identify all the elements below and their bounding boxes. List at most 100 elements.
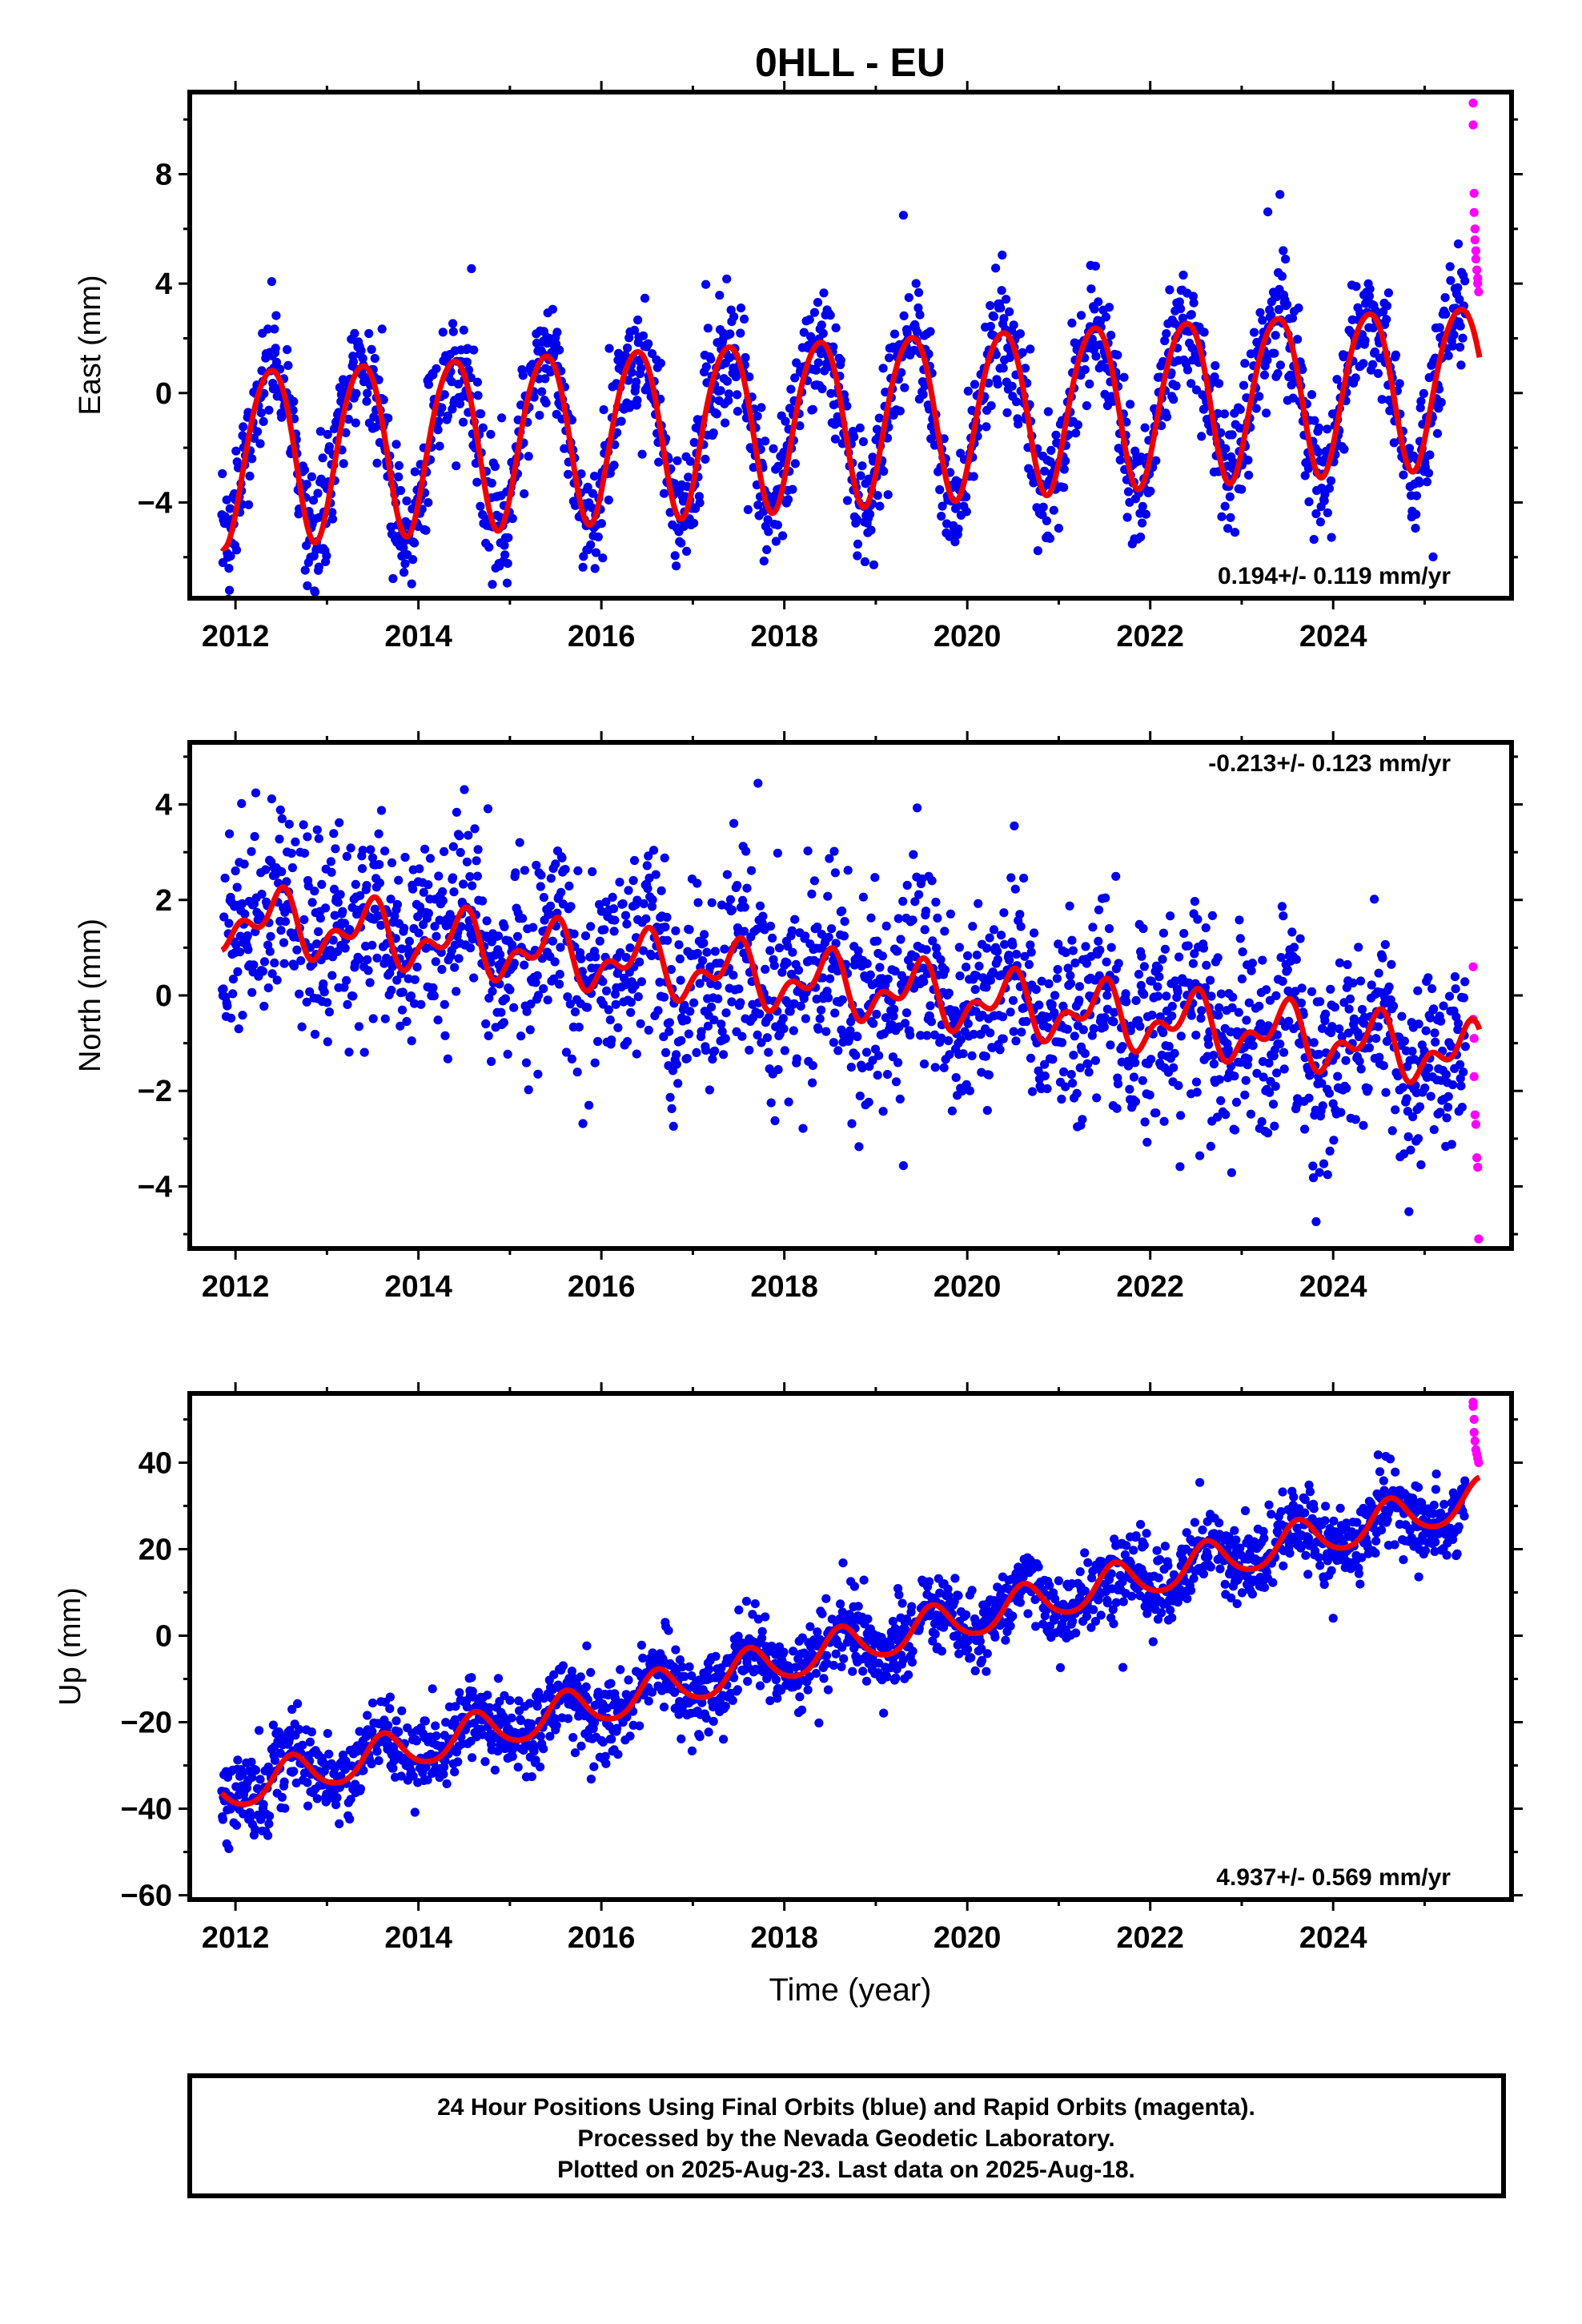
east-final-point — [709, 428, 718, 438]
north-final-point — [237, 798, 247, 809]
north-final-point — [1146, 1055, 1156, 1064]
east-final-point — [455, 399, 465, 408]
north-final-point — [628, 875, 638, 886]
north-final-point — [1072, 1088, 1082, 1098]
north-final-point — [219, 984, 228, 994]
east-final-point — [799, 328, 809, 337]
north-final-point — [532, 971, 542, 980]
east-final-point — [1351, 373, 1360, 383]
east-final-point — [302, 480, 311, 489]
east-final-point — [726, 305, 736, 315]
north-final-point — [438, 887, 448, 897]
east-x-tick-label: 2018 — [750, 620, 818, 653]
up-final-point — [635, 1721, 644, 1731]
north-final-point — [404, 936, 414, 946]
up-final-point — [514, 1696, 524, 1706]
north-final-point — [1279, 1047, 1289, 1057]
north-final-point — [1070, 958, 1080, 968]
north-final-point — [317, 879, 327, 889]
north-final-point — [584, 1100, 594, 1110]
north-final-point — [335, 818, 344, 827]
north-final-point — [1017, 1027, 1026, 1037]
east-final-point — [593, 532, 603, 542]
north-final-point — [354, 1022, 363, 1031]
east-final-point — [1215, 379, 1224, 388]
east-final-point — [1186, 379, 1196, 388]
north-final-point — [845, 1026, 855, 1035]
north-final-point — [661, 1047, 671, 1057]
north-final-point — [682, 1054, 692, 1063]
north-final-point — [1026, 947, 1036, 957]
north-final-point — [1355, 1056, 1364, 1066]
east-final-point — [627, 368, 636, 377]
north-final-point — [1259, 1072, 1268, 1082]
east-final-point — [764, 527, 773, 537]
north-final-point — [1173, 987, 1182, 996]
east-rate-label: 0.194+/- 0.119 mm/yr — [1218, 563, 1451, 589]
east-final-point — [1186, 310, 1196, 320]
up-final-point — [527, 1772, 536, 1782]
north-final-point — [267, 794, 276, 804]
east-final-point — [488, 580, 497, 589]
east-final-point — [590, 564, 600, 573]
north-final-point — [357, 864, 367, 874]
north-final-point — [647, 902, 657, 911]
north-final-point — [644, 873, 654, 883]
north-final-point — [1264, 1058, 1274, 1068]
north-final-point — [908, 915, 917, 925]
up-final-point — [255, 1726, 264, 1735]
north-final-point — [689, 998, 699, 1007]
north-final-point — [829, 846, 839, 856]
up-final-point — [729, 1673, 739, 1683]
north-final-point — [1373, 1022, 1383, 1031]
east-final-point — [722, 376, 733, 386]
north-final-point — [1174, 952, 1184, 962]
east-final-point — [500, 541, 509, 550]
north-final-point — [1050, 991, 1060, 1000]
north-final-point — [932, 943, 942, 953]
north-final-point — [626, 1007, 636, 1017]
north-final-point — [299, 915, 309, 924]
north-final-point — [1349, 1014, 1359, 1023]
north-final-point — [1190, 949, 1199, 959]
north-final-point — [307, 720, 316, 729]
east-final-point — [722, 274, 732, 283]
north-final-point — [1207, 991, 1216, 1001]
north-final-point — [787, 926, 797, 935]
east-final-point — [256, 408, 266, 418]
north-final-point — [505, 985, 515, 995]
east-final-point — [363, 388, 372, 398]
north-final-point — [1404, 1207, 1414, 1216]
up-final-point — [600, 1751, 610, 1761]
east-final-point — [1122, 513, 1132, 522]
east-final-point — [1441, 309, 1451, 319]
north-final-point — [1134, 970, 1144, 979]
north-final-point — [951, 1073, 961, 1083]
up-final-point — [550, 1714, 560, 1723]
east-final-point — [962, 492, 971, 502]
east-final-point — [1094, 297, 1103, 307]
east-final-point — [1171, 381, 1181, 391]
north-final-point — [701, 1045, 711, 1055]
east-final-point — [999, 314, 1009, 324]
north-final-point — [762, 1033, 773, 1043]
north-final-point — [1084, 1068, 1094, 1077]
east-final-point — [377, 324, 387, 334]
up-panel: 2012 2014 2016 2018 2020 2022 2024−60−40−20020… — [54, 1382, 1523, 2008]
east-final-point — [1415, 478, 1424, 488]
east-final-point — [1042, 516, 1051, 526]
east-final-point — [324, 442, 334, 452]
east-final-point — [327, 514, 338, 524]
north-final-point — [1202, 960, 1211, 970]
north-final-point — [869, 1019, 878, 1028]
north-final-point — [647, 951, 656, 960]
north-final-point — [913, 803, 922, 813]
up-final-point — [500, 1743, 510, 1754]
east-final-point — [689, 437, 699, 448]
north-final-point — [881, 1013, 891, 1023]
east-final-point — [970, 380, 980, 389]
north-final-point — [543, 995, 552, 1005]
east-final-point — [1059, 464, 1069, 474]
north-final-point — [1192, 1088, 1202, 1097]
up-final-point — [432, 1731, 441, 1741]
